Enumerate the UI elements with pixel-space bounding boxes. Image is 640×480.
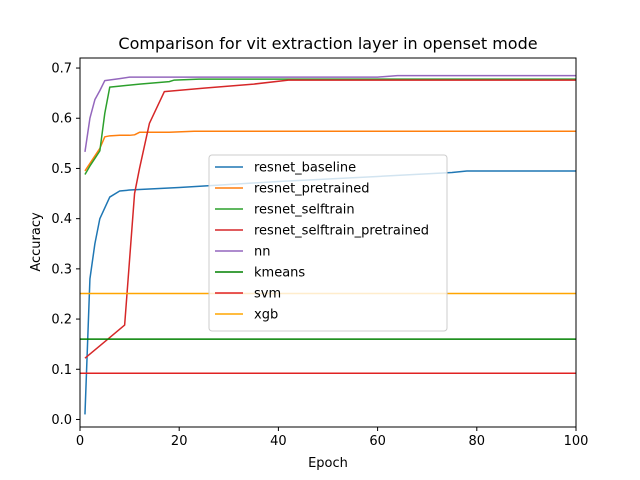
y-tick-label: 0.7 bbox=[51, 62, 72, 77]
plot-frame bbox=[79, 57, 577, 428]
legend: resnet_baseline resnet_pretrained resnet_s… bbox=[208, 154, 448, 332]
x-axis: 0 20 40 60 80 100 bbox=[76, 427, 589, 449]
series-line-resnet-pretrained bbox=[84, 130, 576, 172]
legend-label: resnet_pretrained bbox=[254, 182, 369, 197]
y-axis-label: Accuracy bbox=[29, 212, 44, 272]
legend-box bbox=[208, 154, 448, 332]
x-tick-label: 100 bbox=[564, 434, 589, 449]
chart-title: Comparison for vit extraction layer in o… bbox=[118, 34, 537, 53]
y-tick-label: 0.3 bbox=[51, 262, 72, 277]
y-tick-label: 0.2 bbox=[51, 313, 72, 328]
x-axis-label: Epoch bbox=[308, 456, 348, 471]
legend-label: nn bbox=[254, 245, 270, 260]
x-tick-label: 20 bbox=[171, 434, 188, 449]
series-line-resnet-selftrain bbox=[84, 78, 576, 175]
x-tick-label: 80 bbox=[469, 434, 486, 449]
legend-label: resnet_selftrain bbox=[254, 203, 355, 218]
x-tick-label: 0 bbox=[76, 434, 84, 449]
legend-label: resnet_baseline bbox=[254, 161, 356, 176]
legend-label: xgb bbox=[254, 308, 278, 323]
series-line-nn bbox=[84, 74, 576, 152]
y-tick-label: 0.1 bbox=[51, 363, 72, 378]
x-tick-label: 60 bbox=[369, 434, 386, 449]
legend-label: svm bbox=[254, 287, 281, 302]
y-tick-label: 0.5 bbox=[51, 162, 72, 177]
legend-label: resnet_selftrain_pretrained bbox=[254, 224, 429, 239]
x-tick-label: 40 bbox=[270, 434, 287, 449]
legend-label: kmeans bbox=[254, 266, 305, 281]
y-tick-label: 0.4 bbox=[51, 212, 72, 227]
series-line-resnet-selftrain-pretrained bbox=[84, 79, 576, 359]
y-tick-label: 0.0 bbox=[51, 413, 72, 428]
y-axis: 0.0 0.1 0.2 0.3 0.4 0.5 0.6 0.7 bbox=[51, 62, 80, 428]
y-tick-label: 0.6 bbox=[51, 112, 72, 127]
